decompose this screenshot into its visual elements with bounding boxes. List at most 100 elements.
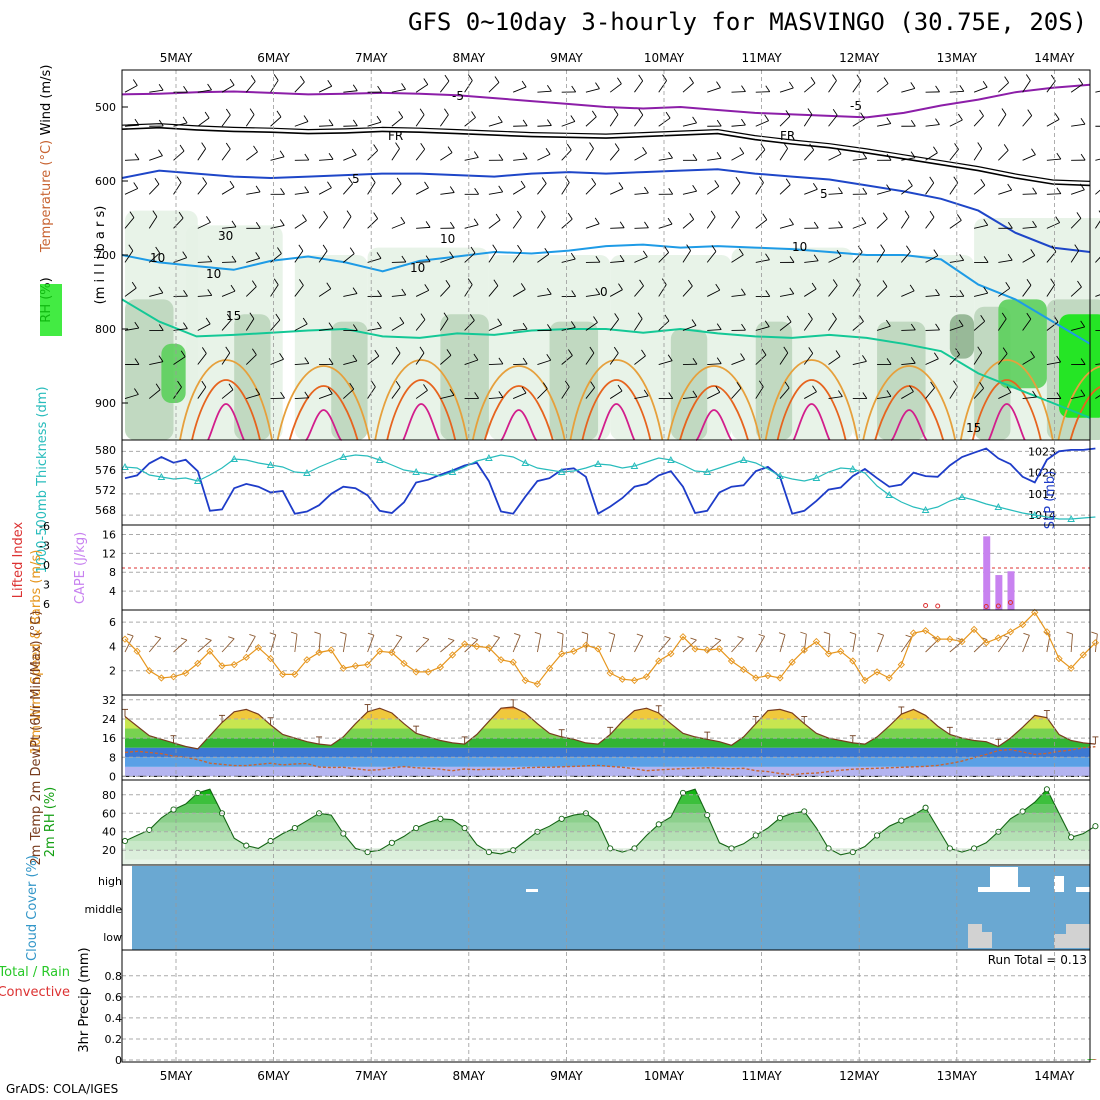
- wind-barb-10m: [391, 636, 403, 653]
- wind-barb: [900, 216, 910, 229]
- wind-barb: [642, 147, 647, 154]
- wind-barb: [328, 119, 334, 126]
- wind-speed-marker: [764, 671, 772, 680]
- wind-speed-marker: [545, 664, 554, 672]
- thickness-marker: [630, 461, 639, 469]
- wind-barb: [1022, 115, 1033, 127]
- wind-barb: [779, 148, 788, 161]
- wind-barb: [852, 118, 865, 127]
- wind-barb: [1055, 216, 1061, 223]
- wind-barb: [467, 278, 473, 285]
- wind-tick-label: 4: [109, 640, 116, 653]
- wind-barb: [634, 395, 649, 400]
- wind-barb: [1026, 278, 1032, 286]
- dewpt-line: [124, 746, 1096, 776]
- wind-barb: [197, 117, 210, 127]
- wind-barb: [173, 386, 182, 399]
- wind-barb: [328, 322, 334, 329]
- contour-label: FR: [388, 129, 403, 143]
- wind-barb: [440, 152, 453, 161]
- wind-barb: [682, 325, 697, 331]
- wind-barb-10m: [154, 635, 161, 639]
- li-tick-label: 6: [43, 598, 50, 611]
- wind-barb: [788, 81, 794, 89]
- wind-speed-marker: [703, 646, 711, 654]
- wind-barb: [561, 386, 570, 399]
- day-label-top: 11MAY: [741, 51, 782, 65]
- wind-barb: [755, 354, 767, 365]
- wind-barb: [1046, 361, 1061, 365]
- wind-barb: [779, 387, 790, 399]
- wind-barb: [998, 392, 1012, 399]
- wind-barb: [762, 213, 768, 220]
- wind-barb: [294, 397, 309, 400]
- wind-barb: [440, 394, 455, 399]
- wind-barb: [973, 352, 983, 365]
- wind-barb-10m: [395, 634, 403, 638]
- rh-marker: [946, 845, 953, 852]
- wind-barb: [561, 355, 573, 365]
- wind-barb: [618, 283, 623, 290]
- wind-barb: [1080, 320, 1086, 328]
- wind-barb: [1022, 154, 1036, 161]
- thickness-marker: [776, 471, 784, 479]
- thickness-marker: [303, 468, 311, 476]
- temp-tick-label: 24: [102, 713, 116, 726]
- wind-barb: [207, 289, 213, 296]
- wind-barb-10m: [512, 635, 521, 653]
- wind-barb: [229, 180, 235, 188]
- wind-barb: [852, 80, 862, 93]
- isotherm-5: [121, 168, 1091, 253]
- wind-barb: [755, 182, 764, 195]
- wind-speed-marker: [824, 650, 833, 658]
- wind-speed-marker: [1079, 651, 1087, 659]
- thickness-marker: [812, 473, 821, 481]
- wind-barb: [1080, 358, 1086, 365]
- rh-marker: [170, 806, 177, 813]
- wind-barb: [838, 390, 843, 397]
- wind-barb: [1071, 326, 1085, 331]
- wind-barb-10m: [180, 637, 188, 641]
- wind-barb-10m: [422, 636, 430, 640]
- wind-barb: [1007, 183, 1013, 191]
- wind-barb-10m: [1022, 635, 1030, 653]
- wind-barb: [294, 250, 304, 263]
- wind-barb: [399, 316, 405, 324]
- wind-barb: [134, 358, 140, 365]
- wind-barb: [376, 115, 382, 123]
- wind-barb: [318, 85, 332, 93]
- wind-barb: [498, 391, 504, 398]
- thickness-marker: [848, 464, 857, 472]
- wind-barb: [467, 74, 473, 81]
- rh-marker: [971, 845, 978, 852]
- wind-barb: [755, 386, 764, 399]
- wind-barb: [183, 85, 188, 93]
- wind-barb: [464, 252, 476, 263]
- wind-barb-10m: [658, 638, 671, 653]
- contour-label: 10: [440, 232, 455, 246]
- wind-barb: [246, 394, 260, 399]
- wind-barb: [148, 389, 161, 399]
- wind-barb: [561, 218, 573, 229]
- wind-barb: [294, 81, 305, 93]
- wind-barb: [901, 362, 916, 365]
- wind-barb: [634, 318, 643, 331]
- wind-barb: [537, 125, 552, 127]
- wind-barb: [731, 387, 742, 399]
- wind-barb: [420, 142, 426, 150]
- wind-barb: [1022, 193, 1037, 195]
- wind-barb: [735, 210, 740, 218]
- warm-contour: [792, 403, 831, 441]
- precip-tick-label: 0: [115, 1054, 122, 1067]
- day-label-bottom: 11MAY: [741, 1069, 782, 1083]
- wind-barb: [983, 218, 989, 226]
- wind-barb: [546, 354, 552, 361]
- precip-legend-total: Total / Rain: [0, 965, 70, 980]
- isotherm--5: [121, 83, 1091, 119]
- wind-barb: [1022, 80, 1031, 93]
- wind-barb-10m: [581, 631, 588, 635]
- precip-tick-label: 0.2: [105, 1033, 123, 1046]
- wind-barb: [415, 390, 428, 399]
- wind-barb: [246, 151, 258, 161]
- wind-barb: [415, 114, 425, 127]
